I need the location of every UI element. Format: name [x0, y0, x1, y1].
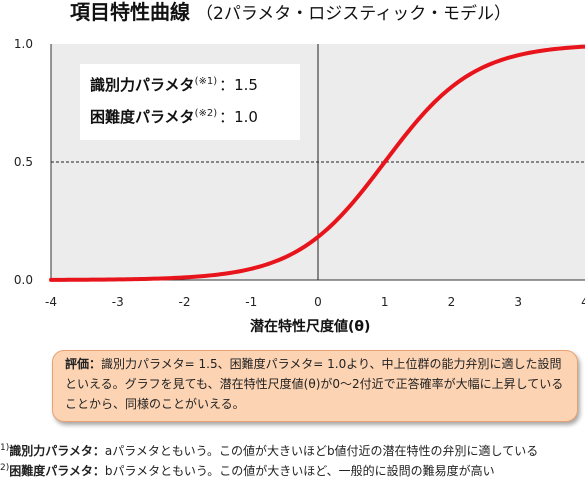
curve-point [183, 276, 186, 279]
curve-point [250, 267, 253, 270]
curve-point [517, 54, 520, 57]
evaluation-box: 評価：識別力パラメタ= 1.5、困難度パラメタ= 1.0より、中上位群の能力弁別… [52, 350, 578, 422]
difficulty-value: ：1.0 [219, 108, 258, 126]
footnote-1-mark: 1) [0, 443, 9, 453]
footnote-1: 1)識別力パラメタ：aパラメタともいう。この値が大きいほどb値付近の潜在特性の弁… [0, 442, 538, 459]
x-tick-label: -4 [45, 295, 57, 309]
curve-point [317, 236, 320, 239]
footnote-1-text: aパラメタともいう。この値が大きいほどb値付近の潜在特性の弁別に適している [105, 444, 538, 458]
x-axis-label: 潜在特性尺度値(θ) [250, 316, 370, 336]
footnote-2-text: bパラメタともいう。この値が大きいほど、一般的に設問の難易度が高い [105, 464, 495, 478]
x-tick-labels: -4 -3 -2 -1 0 1 2 3 4 [45, 295, 585, 309]
x-tick-label: 2 [448, 295, 456, 309]
footnote-2-name: 困難度パラメタ： [9, 464, 105, 478]
chart-svg: -4 -3 -2 -1 0 1 2 3 4 0.0 0.5 1.0 [0, 0, 585, 340]
curve-point [383, 161, 386, 164]
parameter-box: 識別力パラメタ(※1)：1.5 困難度パラメタ(※2)：1.0 [80, 64, 300, 140]
x-tick-label: 3 [514, 295, 522, 309]
difficulty-note: (※2) [195, 108, 218, 119]
x-tick-label: -1 [245, 295, 257, 309]
y-tick-labels: 0.0 0.5 1.0 [14, 37, 33, 287]
footnote-2: 2)困難度パラメタ：bパラメタともいう。この値が大きいほど、一般的に設問の難易度… [0, 462, 495, 479]
curve-point [417, 118, 420, 121]
y-tick-label: 0.0 [14, 273, 33, 287]
evaluation-text: 識別力パラメタ= 1.5、困難度パラメタ= 1.0より、中上位群の能力弁別に適し… [65, 357, 563, 411]
curve-point [550, 48, 553, 51]
discrimination-value: ：1.5 [219, 76, 258, 94]
y-tick-label: 1.0 [14, 37, 33, 51]
curve-point [450, 85, 453, 88]
footnote-1-name: 識別力パラメタ： [9, 444, 105, 458]
curve-point [350, 203, 353, 206]
difficulty-label: 困難度パラメタ [90, 108, 195, 126]
curve-point [283, 256, 286, 259]
curve-point [150, 277, 153, 280]
discrimination-label: 識別力パラメタ [90, 76, 195, 94]
x-tick-label: 0 [314, 295, 322, 309]
discrimination-param-row: 識別力パラメタ(※1)：1.5 [90, 74, 258, 95]
curve-point [116, 278, 119, 281]
curve-point [50, 278, 53, 281]
x-tick-label: 4 [581, 295, 585, 309]
curve-point [483, 65, 486, 68]
discrimination-note: (※1) [195, 76, 218, 87]
x-tick-label: -3 [112, 295, 124, 309]
evaluation-label: 評価： [65, 357, 101, 371]
difficulty-param-row: 困難度パラメタ(※2)：1.0 [90, 106, 258, 127]
curve-point [216, 273, 219, 276]
y-tick-label: 0.5 [14, 155, 33, 169]
footnote-2-mark: 2) [0, 463, 9, 473]
x-tick-label: -2 [179, 295, 191, 309]
x-tick-label: 1 [381, 295, 389, 309]
curve-point [83, 278, 86, 281]
